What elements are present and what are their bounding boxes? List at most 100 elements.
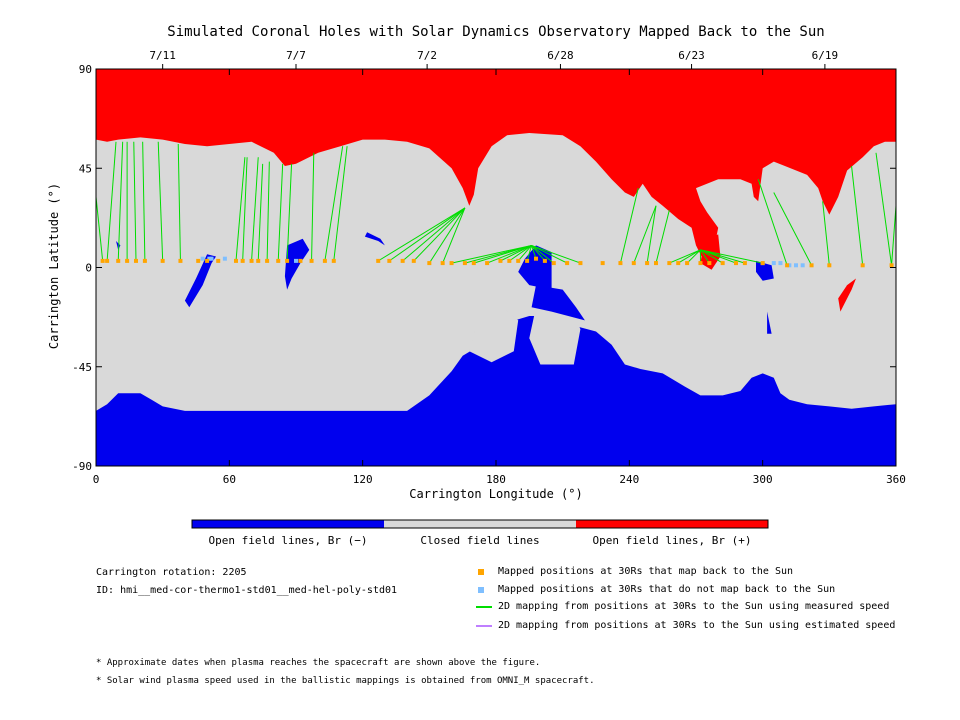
measured-speed-mapping-line xyxy=(177,143,181,261)
legend-label-measured-line: 2D mapping from positions at 30Rs to the… xyxy=(498,601,890,612)
colorbar-frame xyxy=(191,519,769,529)
measured-speed-mapping-line xyxy=(324,146,344,261)
date-tick-label: 6/19 xyxy=(812,49,839,62)
mapped-point xyxy=(654,261,658,266)
measured-speed-mapping-line xyxy=(646,205,657,264)
mapped-point xyxy=(387,258,392,263)
closed-field-inclusion xyxy=(529,300,581,365)
mapped-point xyxy=(376,258,381,263)
mapped-point xyxy=(298,258,303,263)
x-tick-label: 360 xyxy=(886,473,906,486)
measured-speed-mapping-line xyxy=(142,141,146,261)
unmapped-point xyxy=(800,263,805,268)
measured-speed-mapping-line xyxy=(700,249,723,264)
measured-speed-mapping-line xyxy=(333,146,348,261)
mapped-point xyxy=(249,258,254,263)
mapped-point xyxy=(309,258,314,263)
mapped-point xyxy=(125,258,130,263)
mapped-point xyxy=(645,261,650,266)
unmapped-point xyxy=(200,256,205,261)
north-positive-coronal-hole xyxy=(96,69,896,264)
negative-hole-island xyxy=(364,232,385,246)
mapped-point xyxy=(196,258,201,263)
mapped-point xyxy=(400,258,405,263)
measured-speed-mapping-line xyxy=(531,244,568,264)
date-tick-label: 7/2 xyxy=(417,49,437,62)
mapped-point xyxy=(698,261,703,266)
y-tick-label: 0 xyxy=(85,262,92,275)
measured-speed-mapping-line xyxy=(633,205,657,264)
legend-swatch-unmapped xyxy=(478,587,484,593)
mapped-point xyxy=(720,261,725,266)
measured-speed-mapping-line xyxy=(531,245,555,264)
measured-speed-mapping-line xyxy=(531,245,546,262)
mapped-point xyxy=(525,258,530,263)
mapped-point xyxy=(551,261,556,266)
unmapped-point xyxy=(787,263,792,268)
date-tick-label: 7/11 xyxy=(149,49,176,62)
measured-speed-mapping-line xyxy=(95,196,104,261)
colorbar-label-negative: Open field lines, Br (−) xyxy=(208,534,368,547)
measured-speed-mapping-line xyxy=(428,207,466,264)
mapped-point xyxy=(276,258,281,263)
mapped-point xyxy=(516,258,521,263)
measured-speed-mapping-line xyxy=(773,192,812,266)
measured-speed-mapping-line xyxy=(389,207,466,262)
mapped-point xyxy=(265,258,270,263)
measured-speed-mapping-line xyxy=(509,245,532,262)
mapped-point xyxy=(205,258,210,263)
footnote-omni: * Solar wind plasma speed used in the ba… xyxy=(96,676,595,686)
mapped-point xyxy=(827,263,832,268)
mapped-point xyxy=(234,258,238,263)
unmapped-point xyxy=(222,256,227,261)
mapped-point xyxy=(809,263,814,268)
negative-hole-island xyxy=(531,285,585,321)
measured-speed-mapping-line xyxy=(851,165,864,266)
y-tick-label: 90 xyxy=(79,63,92,76)
mapped-point xyxy=(471,261,476,266)
mapped-point xyxy=(707,261,712,266)
measured-speed-mapping-line xyxy=(117,141,124,261)
coronal-hole-islands xyxy=(116,232,856,334)
mapped-point xyxy=(676,261,681,266)
mapped-point xyxy=(631,261,636,266)
mapped-point xyxy=(498,258,503,263)
unmapped-point xyxy=(207,256,212,261)
measured-speed-mapping-line xyxy=(891,205,897,266)
legend-swatch-estimated-line xyxy=(476,625,492,627)
measured-speed-mapping-line xyxy=(686,249,701,264)
mapping-lines xyxy=(95,141,897,266)
mapped-point xyxy=(534,256,538,261)
negative-hole-island xyxy=(756,260,774,281)
measured-speed-mapping-line xyxy=(517,245,532,262)
colorbar-segment xyxy=(384,520,576,528)
colorbar-label-positive: Open field lines, Br (+) xyxy=(592,534,752,547)
unmapped-point xyxy=(771,261,776,266)
mapped-point xyxy=(142,258,147,263)
unmapped-point xyxy=(294,258,298,263)
negative-hole-island xyxy=(184,254,216,308)
mapped-point xyxy=(507,258,512,263)
positive-hole-island xyxy=(838,278,856,312)
measured-speed-mapping-line xyxy=(619,187,639,264)
mapped-point xyxy=(105,258,110,263)
mapped-point xyxy=(600,261,605,266)
negative-hole-island xyxy=(116,241,121,250)
measured-speed-mapping-line xyxy=(700,249,710,264)
measured-speed-mapping-line xyxy=(402,207,466,262)
measured-speed-mapping-line xyxy=(822,201,830,266)
mapped-points xyxy=(100,256,894,268)
mapped-point xyxy=(178,258,183,263)
mapped-point xyxy=(449,261,454,266)
date-tick-label: 6/23 xyxy=(678,49,705,62)
measured-speed-mapping-line xyxy=(677,249,701,264)
mapped-point xyxy=(160,258,165,263)
colorbar xyxy=(191,519,769,529)
model-id: ID: hmi__med-cor-thermo1-std01__med-hel-… xyxy=(96,585,398,596)
mapped-point xyxy=(322,258,327,263)
measured-speed-mapping-line xyxy=(526,245,533,262)
mapped-point xyxy=(485,261,490,266)
legend-label-unmapped: Mapped positions at 30Rs that do not map… xyxy=(498,584,836,595)
mapped-point xyxy=(411,258,416,263)
mapped-point xyxy=(578,261,583,266)
